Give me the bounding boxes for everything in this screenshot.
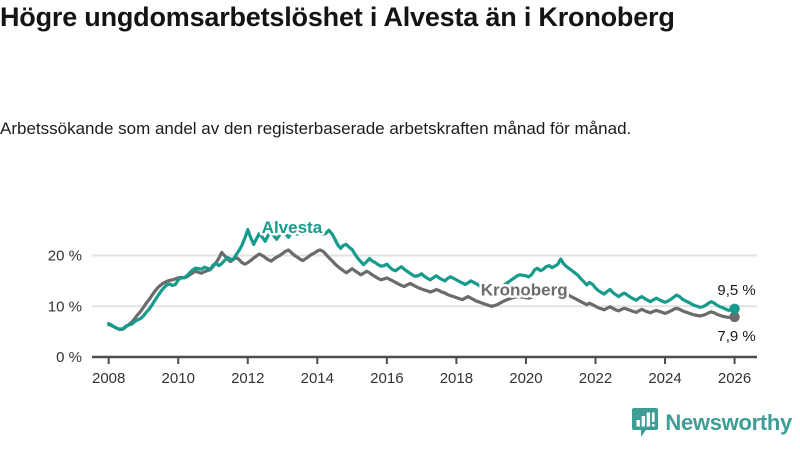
x-axis-tick-label: 2010: [162, 370, 195, 387]
y-axis-tick-label: 20 %: [48, 248, 82, 265]
newsworthy-logo: Newsworthy: [632, 408, 792, 438]
chart-container: 0 % 10 % 20 % 2008 2010 2012 2014 2016 2018 2020 2…: [0, 210, 800, 390]
bar-chart-bubble-icon: [632, 408, 659, 437]
x-axis-tick-label: 2022: [579, 370, 612, 387]
svg-text:Kronoberg: Kronoberg: [481, 281, 568, 300]
svg-text:Kronoberg: Kronoberg: [481, 281, 568, 300]
logo-text: Newsworthy: [665, 410, 792, 435]
page-title: Högre ungdomsarbetslöshet i Alvesta än i…: [0, 2, 675, 32]
series-end-marker-kronoberg: [729, 311, 740, 323]
x-axis-tick-label: 2014: [301, 370, 334, 387]
x-axis-tick-label: 2016: [370, 370, 403, 387]
series-line-kronoberg: [107, 248, 737, 332]
x-axis-tick-label: 2024: [648, 370, 681, 387]
x-axis-tick-label: 2018: [440, 370, 473, 387]
y-axis-tick-label: 0 %: [56, 349, 82, 366]
end-value-label-kronoberg: 7,9 %: [717, 328, 755, 345]
page-subtitle: Arbetssökande som andel av den registerb…: [0, 119, 632, 138]
end-value-label-alvesta: 9,5 %: [717, 282, 755, 299]
series-line-alvesta: [107, 228, 737, 331]
svg-text:Alvesta: Alvesta: [262, 218, 323, 237]
x-axis-tick-label: 2020: [509, 370, 542, 387]
y-axis-tick-label: 10 %: [48, 298, 82, 315]
x-axis-tick-label: 2008: [92, 370, 125, 387]
x-axis-tick-label: 2026: [718, 370, 751, 387]
x-axis-tick-label: 2012: [231, 370, 264, 387]
svg-text:Alvesta: Alvesta: [262, 218, 323, 237]
line-chart: 0 % 10 % 20 % 2008 2010 2012 2014 2016 2018 2020 2…: [48, 216, 757, 387]
series-end-marker-alvesta: [729, 303, 740, 314]
